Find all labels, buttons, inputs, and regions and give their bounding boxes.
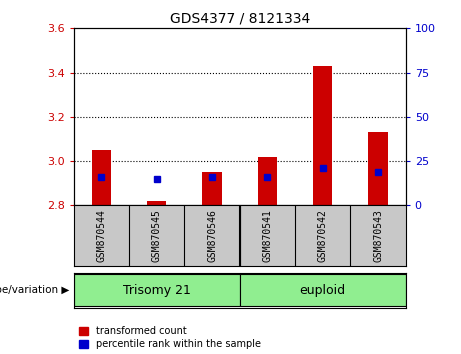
Text: euploid: euploid	[300, 284, 346, 297]
Bar	[240, 274, 406, 306]
Text: genotype/variation ▶: genotype/variation ▶	[0, 285, 69, 295]
Bar	[313, 66, 332, 205]
Text: GSM870543: GSM870543	[373, 209, 383, 262]
Legend: transformed count, percentile rank within the sample: transformed count, percentile rank withi…	[79, 326, 261, 349]
Bar	[147, 201, 166, 205]
Text: GSM870544: GSM870544	[96, 209, 106, 262]
Text: GSM870542: GSM870542	[318, 209, 328, 262]
Bar	[92, 150, 111, 205]
Text: GSM870541: GSM870541	[262, 209, 272, 262]
Bar	[202, 172, 222, 205]
Title: GDS4377 / 8121334: GDS4377 / 8121334	[170, 12, 310, 26]
Text: GSM870545: GSM870545	[152, 209, 162, 262]
Text: GSM870546: GSM870546	[207, 209, 217, 262]
Bar	[368, 132, 388, 205]
Bar	[258, 156, 277, 205]
Bar	[74, 274, 240, 306]
Text: Trisomy 21: Trisomy 21	[123, 284, 191, 297]
